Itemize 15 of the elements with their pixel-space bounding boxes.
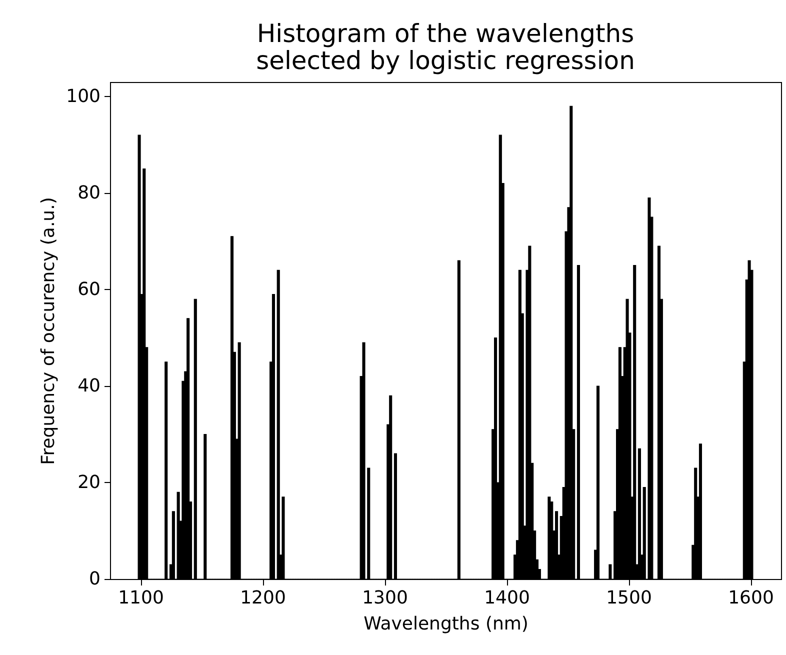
- x-tick-label: 1200: [240, 588, 286, 608]
- y-axis-title: Frequency of occurency (a.u.): [38, 197, 60, 465]
- y-tick-label: 60: [78, 278, 100, 300]
- x-tick-label: 1600: [728, 588, 774, 608]
- x-tick-label: 1400: [484, 588, 530, 608]
- x-tick-label: 1300: [362, 588, 408, 608]
- x-axis-title: Wavelengths (nm): [364, 614, 528, 634]
- x-tick-label: 1100: [118, 588, 164, 608]
- y-tick-label: 20: [78, 472, 100, 493]
- chart-title: Histogram of the wavelengths selected by logistic regression: [256, 19, 635, 75]
- y-tick-label: 80: [78, 182, 100, 204]
- y-tick-label: 40: [78, 375, 100, 396]
- y-tick-label: 100: [66, 86, 100, 107]
- x-tick-label: 1500: [606, 588, 652, 608]
- y-tick-label: 0: [89, 568, 100, 590]
